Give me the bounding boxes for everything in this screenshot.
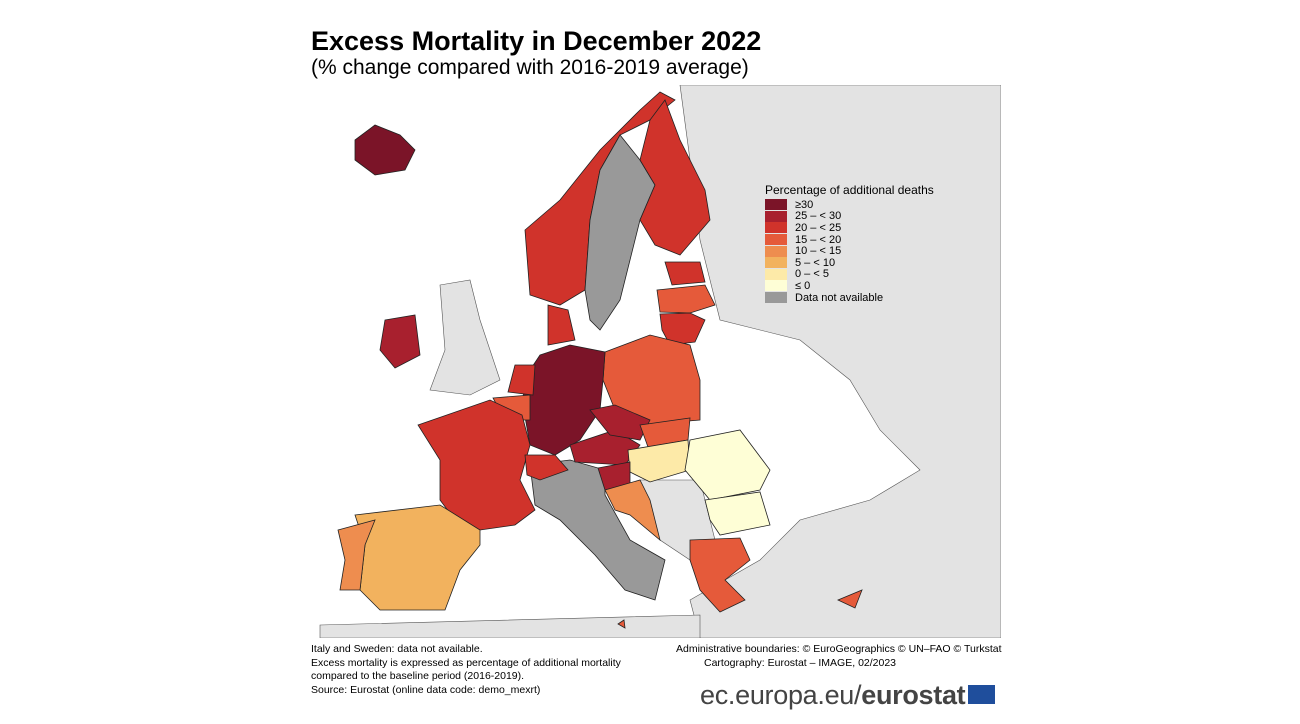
- country-cyprus[interactable]: [837, 589, 863, 609]
- country-denmark[interactable]: [547, 304, 576, 346]
- country-iceland[interactable]: [354, 124, 416, 176]
- legend-swatch: [765, 257, 787, 269]
- note: Italy and Sweden: data not available.: [311, 643, 483, 655]
- legend-swatch: [765, 199, 787, 211]
- legend-swatch: [765, 268, 787, 280]
- legend-item: 0 – < 5: [765, 268, 934, 281]
- legend-item: Data not available: [765, 292, 934, 304]
- country-malta[interactable]: [617, 619, 626, 629]
- legend-label: 15 – < 20: [795, 233, 842, 246]
- country-lithuania[interactable]: [659, 312, 706, 346]
- country-romania[interactable]: [684, 429, 771, 501]
- country-switzerland[interactable]: [524, 454, 569, 481]
- legend-swatch: [765, 210, 787, 222]
- eu-flag-icon: [968, 685, 996, 705]
- legend-swatch: [765, 292, 787, 304]
- credit-cartography: Cartography: Eurostat – IMAGE, 02/2023: [704, 656, 897, 669]
- country-france[interactable]: [417, 399, 536, 531]
- land-africa: [319, 614, 701, 638]
- map-title: Excess Mortality in December 2022: [311, 26, 762, 56]
- legend-swatch: [765, 280, 787, 292]
- note: Excess mortality is expressed as percent…: [311, 656, 621, 669]
- country-norway[interactable]: [524, 91, 676, 306]
- brand-domain: ec.europa.eu/: [700, 680, 862, 710]
- map-legend: Percentage of additional deaths ≥30 25 – …: [765, 183, 934, 304]
- legend-label: ≥30: [795, 198, 814, 211]
- country-netherlands[interactable]: [507, 364, 536, 396]
- country-bulgaria[interactable]: [704, 491, 771, 536]
- footnotes: Italy and Sweden: data not available. Ex…: [311, 643, 621, 697]
- legend-label: ≤ 0: [795, 279, 811, 292]
- source-note: Source: Eurostat (online data code: demo…: [311, 683, 541, 696]
- legend-label: Data not available: [795, 291, 884, 304]
- eurostat-logo[interactable]: ec.europa.eu/eurostat: [700, 680, 996, 711]
- land-uk: [429, 279, 501, 396]
- credits: Administrative boundaries: © EuroGeograp…: [676, 643, 1002, 670]
- legend-label: 0 – < 5: [795, 268, 829, 281]
- country-poland[interactable]: [602, 334, 701, 426]
- map-subtitle: (% change compared with 2016-2019 averag…: [311, 56, 749, 79]
- legend-swatch: [765, 245, 787, 257]
- legend-item: 10 – < 15: [765, 245, 934, 257]
- country-ireland[interactable]: [379, 314, 421, 369]
- legend-label: 20 – < 25: [795, 221, 842, 234]
- legend-label: 5 – < 10: [795, 256, 836, 269]
- country-portugal[interactable]: [337, 519, 376, 591]
- legend-title: Percentage of additional deaths: [765, 183, 934, 197]
- legend-item: 5 – < 10: [765, 257, 934, 269]
- legend-swatch: [765, 222, 787, 234]
- brand-name: eurostat: [861, 680, 966, 710]
- credit-boundaries: Administrative boundaries: © EuroGeograp…: [676, 643, 1002, 655]
- legend-item: ≤ 0: [765, 280, 934, 292]
- legend-item: 15 – < 20: [765, 234, 934, 246]
- country-estonia[interactable]: [664, 261, 706, 286]
- legend-item: 25 – < 30: [765, 210, 934, 223]
- legend-swatch: [765, 234, 787, 246]
- land-east: [679, 85, 1001, 638]
- country-greece[interactable]: [689, 537, 751, 613]
- europe-map: [310, 85, 1001, 638]
- legend-item: ≥30: [765, 199, 934, 211]
- country-finland[interactable]: [639, 99, 711, 256]
- note: compared to the baseline period (2016-20…: [311, 670, 525, 682]
- legend-item: 20 – < 25: [765, 222, 934, 234]
- legend-label: 25 – < 30: [795, 210, 842, 223]
- country-latvia[interactable]: [656, 284, 716, 314]
- legend-label: 10 – < 15: [795, 245, 842, 258]
- country-croatia[interactable]: [604, 479, 661, 542]
